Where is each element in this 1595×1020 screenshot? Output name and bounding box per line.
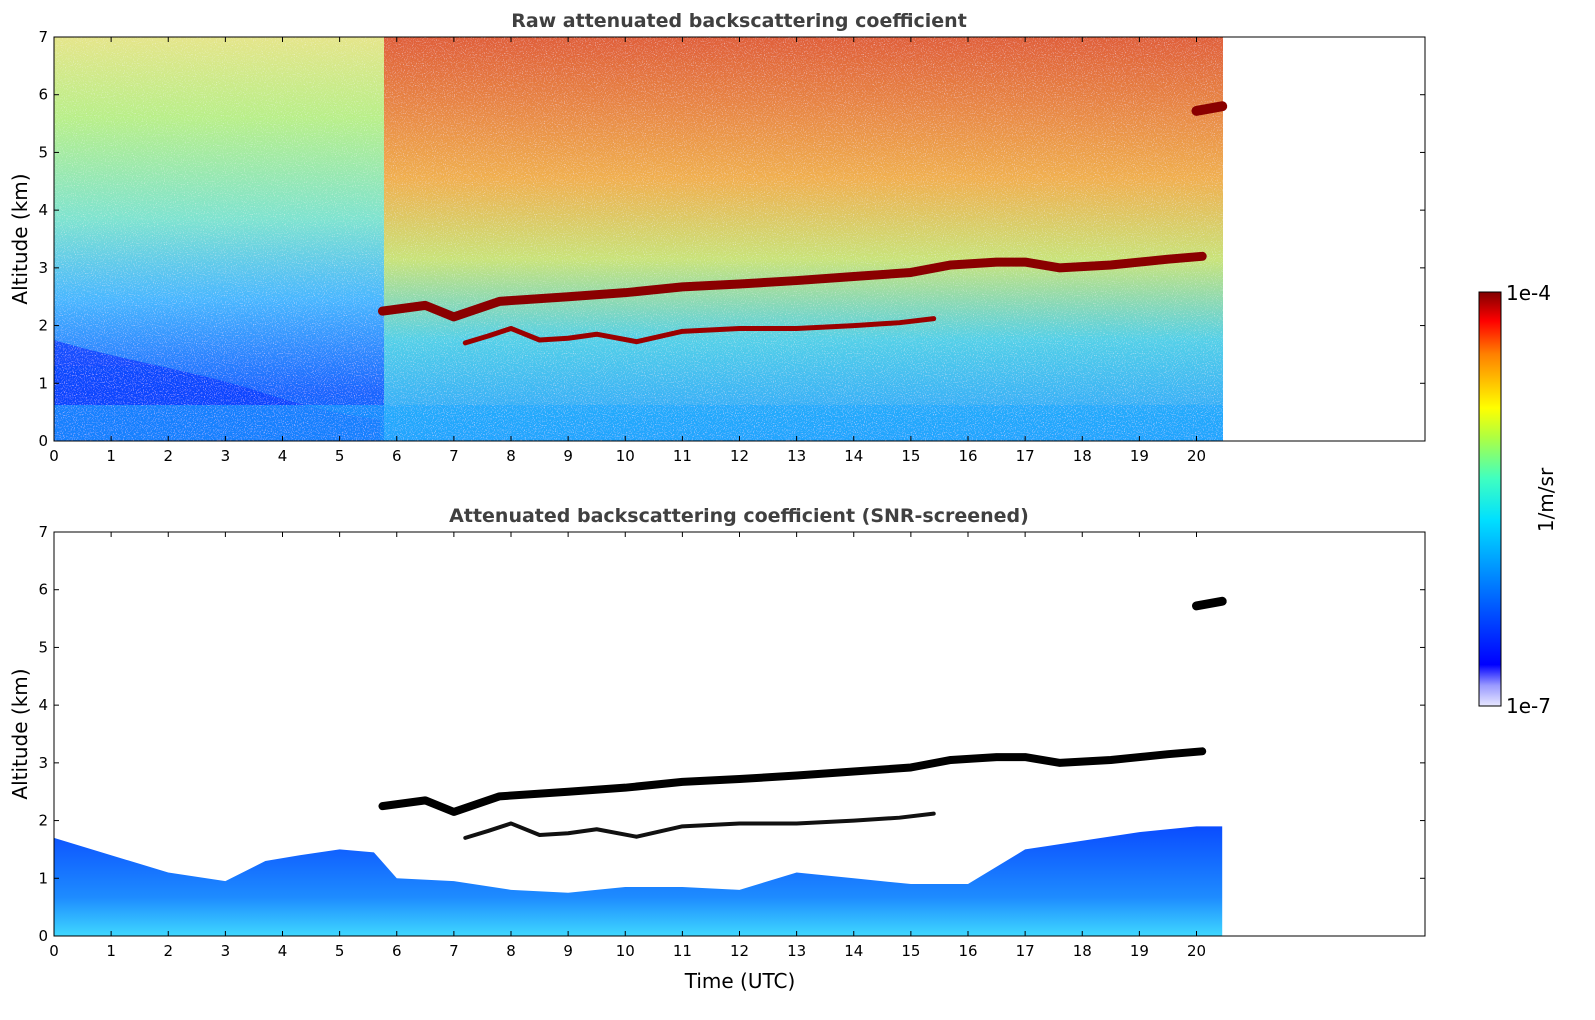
bottom-panel-title: Attenuated backscattering coefficient (S… <box>449 505 1029 527</box>
x-tick-label: 19 <box>1130 447 1149 465</box>
cloud-layer-line <box>377 251 1207 322</box>
y-tick-label: 7 <box>38 523 48 541</box>
x-tick-label: 8 <box>506 942 516 960</box>
y-tick-label: 1 <box>38 869 48 887</box>
colorbar-min-label: 1e-7 <box>1506 694 1551 718</box>
x-tick-label: 9 <box>563 942 573 960</box>
x-tick-label: 14 <box>844 447 863 465</box>
x-tick-label: 0 <box>49 447 59 465</box>
x-tick-label: 18 <box>1073 447 1092 465</box>
y-tick-label: 1 <box>38 374 48 392</box>
x-tick-label: 15 <box>901 447 920 465</box>
bottom-x-axis: 0 1 2 3 4 5 6 7 8 9 10 11 12 13 14 15 16 17 18 19 20 <box>49 532 1206 960</box>
y-tick-label: 0 <box>38 927 48 945</box>
x-tick-label: 20 <box>1187 447 1206 465</box>
x-tick-label: 14 <box>844 942 863 960</box>
x-tick-label: 16 <box>958 447 977 465</box>
y-tick-label: 2 <box>38 812 48 830</box>
top-cloud-layers <box>377 101 1228 346</box>
x-tick-label: 4 <box>278 942 288 960</box>
top-y-axis-label: Altitude (km) <box>8 173 32 304</box>
x-tick-label: 1 <box>106 942 116 960</box>
x-tick-label: 17 <box>1016 942 1035 960</box>
y-tick-label: 7 <box>38 28 48 46</box>
bottom-heatmap <box>54 826 1223 936</box>
x-tick-label: 10 <box>616 447 635 465</box>
x-tick-label: 9 <box>563 447 573 465</box>
bottom-panel: Attenuated backscattering coefficient (S… <box>8 505 1426 993</box>
bottom-cloud-layers <box>378 596 1227 840</box>
y-tick-label: 6 <box>38 581 48 599</box>
top-x-axis: 0 1 2 3 4 5 6 7 8 9 10 11 12 13 14 15 16 17 18 19 20 <box>49 37 1206 465</box>
colorbar-max-label: 1e-4 <box>1506 281 1551 305</box>
x-tick-label: 17 <box>1016 447 1035 465</box>
y-tick-label: 4 <box>38 696 48 714</box>
x-axis-label: Time (UTC) <box>684 969 796 993</box>
x-tick-label: 6 <box>392 447 402 465</box>
x-tick-label: 10 <box>616 942 635 960</box>
x-tick-label: 3 <box>221 942 231 960</box>
x-tick-label: 6 <box>392 942 402 960</box>
top-y-axis: 0 1 2 3 4 5 6 7 <box>38 28 1425 450</box>
colorbar-gradient <box>1478 291 1502 707</box>
top-panel-title: Raw attenuated backscattering coefficien… <box>511 10 967 32</box>
x-tick-label: 20 <box>1187 942 1206 960</box>
x-tick-label: 13 <box>787 942 806 960</box>
x-tick-label: 8 <box>506 447 516 465</box>
x-tick-label: 3 <box>221 447 231 465</box>
screened-lower-cloud-line <box>463 811 936 840</box>
x-tick-label: 19 <box>1130 942 1149 960</box>
x-tick-label: 11 <box>673 942 692 960</box>
x-tick-label: 2 <box>163 942 173 960</box>
x-tick-label: 15 <box>901 942 920 960</box>
x-tick-label: 5 <box>335 447 345 465</box>
screened-high-cloud-line <box>1192 596 1227 611</box>
x-tick-label: 13 <box>787 447 806 465</box>
boundary-layer-region <box>54 826 1223 936</box>
bottom-y-axis: 0 1 2 3 4 5 6 7 <box>38 523 1425 945</box>
top-heatmap-late <box>384 37 1223 441</box>
top-heatmap <box>54 37 1223 441</box>
x-tick-label: 1 <box>106 447 116 465</box>
y-tick-label: 5 <box>38 143 48 161</box>
lower-cloud-line <box>462 316 937 346</box>
y-tick-label: 3 <box>38 259 48 277</box>
bottom-y-axis-label: Altitude (km) <box>8 668 32 799</box>
x-tick-label: 5 <box>335 942 345 960</box>
high-cloud-line <box>1191 101 1228 116</box>
x-tick-label: 0 <box>49 942 59 960</box>
y-tick-label: 4 <box>38 201 48 219</box>
x-tick-label: 4 <box>278 447 288 465</box>
y-tick-label: 3 <box>38 754 48 772</box>
x-tick-label: 2 <box>163 447 173 465</box>
colorbar: 1e-4 1e-7 1/m/sr <box>1478 281 1558 718</box>
y-tick-label: 0 <box>38 432 48 450</box>
x-tick-label: 12 <box>730 942 749 960</box>
y-tick-label: 5 <box>38 638 48 656</box>
x-tick-label: 16 <box>958 942 977 960</box>
top-panel: Raw attenuated backscattering coefficien… <box>8 10 1426 465</box>
y-tick-label: 2 <box>38 317 48 335</box>
x-tick-label: 7 <box>449 447 459 465</box>
colorbar-unit-label: 1/m/sr <box>1534 467 1558 532</box>
screened-cloud-layer-line <box>378 747 1207 816</box>
y-tick-label: 6 <box>38 86 48 104</box>
x-tick-label: 7 <box>449 942 459 960</box>
top-surface-layer <box>54 405 1223 441</box>
x-tick-label: 18 <box>1073 942 1092 960</box>
x-tick-label: 12 <box>730 447 749 465</box>
x-tick-label: 11 <box>673 447 692 465</box>
